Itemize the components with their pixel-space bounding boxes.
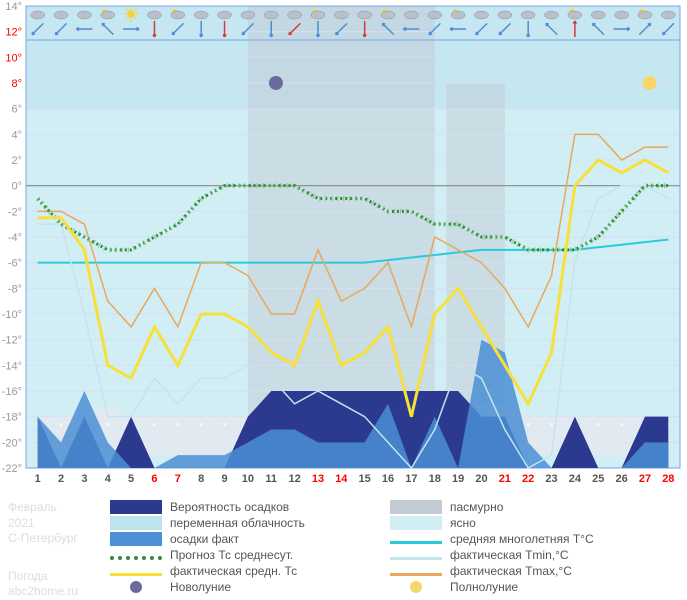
legend-item: переменная облачность (110, 516, 390, 530)
svg-text:5: 5 (128, 473, 134, 485)
city-label: С-Петербург (8, 531, 78, 547)
svg-text:1: 1 (35, 473, 41, 485)
month-label: Февраль (8, 500, 78, 516)
legend-item: Вероятность осадков (110, 500, 390, 514)
svg-text:-14°: -14° (2, 360, 22, 372)
legend-item: Новолуние (110, 580, 390, 594)
legend-label: Прогноз Тс среднесут. (170, 548, 293, 562)
svg-text:21: 21 (499, 473, 511, 485)
svg-text:4°: 4° (11, 129, 22, 141)
svg-text:9: 9 (221, 473, 227, 485)
svg-text:27: 27 (639, 473, 651, 485)
legend-label: Вероятность осадков (170, 500, 289, 514)
svg-text:25: 25 (592, 473, 604, 485)
svg-text:18: 18 (429, 473, 441, 485)
svg-text:*: * (223, 422, 227, 433)
svg-text:10: 10 (242, 473, 254, 485)
svg-text:4: 4 (105, 473, 112, 485)
svg-text:12°: 12° (5, 27, 22, 39)
legend-item: пасмурно (390, 500, 670, 514)
svg-text:8: 8 (198, 473, 204, 485)
weather-chart-container: -22° -20° -18° -16° -14° -12° -10° -8° -6° -4° -2°… (0, 0, 687, 599)
svg-text:-20°: -20° (2, 437, 22, 449)
svg-text:-4°: -4° (8, 232, 22, 244)
svg-text:19: 19 (452, 473, 464, 485)
svg-text:*: * (176, 422, 180, 433)
svg-text:12: 12 (288, 473, 300, 485)
legend-label: ясно (450, 516, 476, 530)
legend-label: переменная облачность (170, 516, 305, 530)
svg-text:*: * (620, 422, 624, 433)
svg-text:24: 24 (569, 473, 582, 485)
legend-label: фактическая средн. Тс (170, 564, 297, 578)
svg-text:3: 3 (81, 473, 87, 485)
svg-text:*: * (59, 422, 63, 433)
svg-text:17: 17 (405, 473, 417, 485)
svg-text:2°: 2° (11, 155, 22, 167)
legend-item: фактическая Tmin,°С (390, 548, 670, 562)
svg-text:-18°: -18° (2, 412, 22, 424)
svg-text:0°: 0° (11, 181, 22, 193)
site-label-1: Погода (8, 569, 78, 585)
svg-text:6: 6 (151, 473, 157, 485)
legend-label: Новолуние (170, 580, 231, 594)
svg-text:11: 11 (265, 473, 277, 485)
legend-item: фактическая Tmax,°С (390, 564, 670, 578)
footer-meta: Февраль 2021 С-Петербург Погода abc2home… (8, 500, 78, 600)
svg-text:7: 7 (175, 473, 181, 485)
site-label-2: abc2home.ru (8, 584, 78, 600)
svg-text:-2°: -2° (8, 206, 22, 218)
svg-text:26: 26 (615, 473, 627, 485)
legend: Вероятность осадков пасмурно переменная об… (110, 500, 670, 596)
svg-text:20: 20 (475, 473, 487, 485)
year-label: 2021 (8, 516, 78, 532)
svg-text:*: * (550, 422, 554, 433)
svg-text:*: * (596, 422, 600, 433)
legend-item: Прогноз Тс среднесут. (110, 548, 390, 562)
svg-text:-12°: -12° (2, 335, 22, 347)
legend-label: пасмурно (450, 500, 503, 514)
svg-text:15: 15 (359, 473, 371, 485)
svg-text:-10°: -10° (2, 309, 22, 321)
legend-item: осадки факт (110, 532, 390, 546)
legend-label: фактическая Tmax,°С (450, 564, 572, 578)
svg-text:10°: 10° (5, 52, 22, 64)
svg-text:8°: 8° (11, 78, 22, 90)
svg-text:14: 14 (335, 473, 348, 485)
svg-text:23: 23 (545, 473, 557, 485)
svg-text:*: * (106, 422, 110, 433)
legend-label: Полнолуние (450, 580, 518, 594)
svg-text:-8°: -8° (8, 283, 22, 295)
svg-text:16: 16 (382, 473, 394, 485)
legend-label: средняя многолетняя Т°С (450, 532, 594, 546)
svg-text:*: * (153, 422, 157, 433)
svg-text:13: 13 (312, 473, 324, 485)
legend-item: средняя многолетняя Т°С (390, 532, 670, 546)
legend-item: Полнолуние (390, 580, 670, 594)
svg-text:6°: 6° (11, 104, 22, 116)
legend-label: фактическая Tmin,°С (450, 548, 569, 562)
svg-text:*: * (199, 422, 203, 433)
legend-label: осадки факт (170, 532, 239, 546)
legend-item: ясно (390, 516, 670, 530)
svg-text:-6°: -6° (8, 258, 22, 270)
svg-text:*: * (526, 422, 530, 433)
svg-text:28: 28 (662, 473, 674, 485)
svg-text:22: 22 (522, 473, 534, 485)
svg-text:-16°: -16° (2, 386, 22, 398)
legend-item: фактическая средн. Тс (110, 564, 390, 578)
svg-text:2: 2 (58, 473, 64, 485)
svg-text:14°: 14° (5, 1, 22, 13)
svg-text:-22°: -22° (2, 463, 22, 475)
